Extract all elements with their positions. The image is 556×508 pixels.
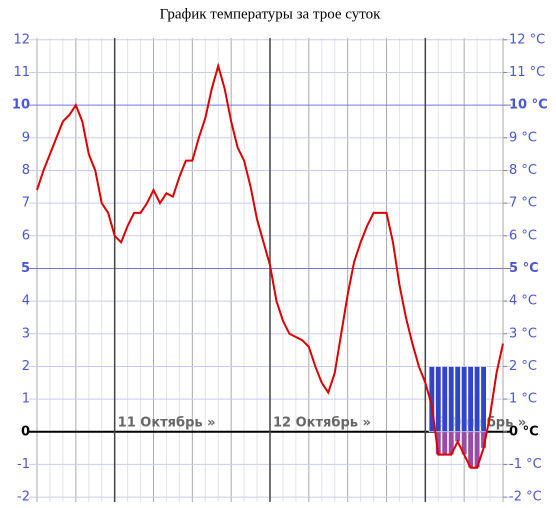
- x-tick-label: 11 Октябрь »: [118, 415, 216, 430]
- bar: [467, 366, 474, 433]
- bar: [441, 366, 448, 433]
- y2-tick-label: 1 °C: [509, 392, 537, 407]
- y2-tick-label: 0 °C: [509, 424, 539, 439]
- y-tick-label: 12: [13, 32, 30, 47]
- y2-tick-label: 4 °C: [509, 294, 537, 309]
- y2-tick-label: 12 °C: [509, 32, 545, 47]
- x-tick-label: 12 Октябрь »: [273, 415, 371, 430]
- y-tick-label: 9: [22, 130, 30, 145]
- bar: [448, 366, 455, 433]
- y2-tick-label: 3 °C: [509, 326, 537, 341]
- y-tick-label: 0: [21, 424, 30, 439]
- y-tick-label: -1: [17, 457, 30, 472]
- bar: [474, 366, 481, 433]
- y-tick-label: 3: [22, 326, 30, 341]
- y-tick-label: 6: [22, 228, 30, 243]
- y-tick-label: 8: [22, 163, 30, 178]
- y-tick-label: 2: [22, 359, 30, 374]
- y-tick-label: -2: [17, 490, 30, 505]
- y2-tick-label: 11 °C: [509, 65, 545, 80]
- bar: [435, 366, 442, 433]
- y-tick-label: 10: [12, 98, 30, 113]
- y-tick-label: 11: [13, 65, 30, 80]
- y-tick-label: 4: [22, 294, 30, 309]
- y2-tick-label: 6 °C: [509, 228, 537, 243]
- y2-tick-label: 9 °C: [509, 130, 537, 145]
- y2-tick-label: 5 °C: [509, 261, 539, 276]
- y2-tick-label: 10 °C: [509, 98, 548, 113]
- y2-tick-label: -1 °C: [509, 457, 542, 472]
- temperature-line: [36, 62, 504, 469]
- y2-tick-label: -2 °C: [509, 490, 542, 505]
- y2-tick-label: 8 °C: [509, 163, 537, 178]
- bar: [454, 366, 461, 433]
- y2-tick-label: 2 °C: [509, 359, 537, 374]
- bar-below: [441, 431, 448, 455]
- y-tick-label: 7: [22, 196, 30, 211]
- y-tick-label: 5: [21, 261, 30, 276]
- y-tick-label: 1: [22, 392, 30, 407]
- bar: [480, 366, 487, 433]
- chart-title: График температуры за трое суток: [160, 6, 381, 22]
- y2-tick-label: 7 °C: [509, 196, 537, 211]
- bar: [461, 366, 468, 433]
